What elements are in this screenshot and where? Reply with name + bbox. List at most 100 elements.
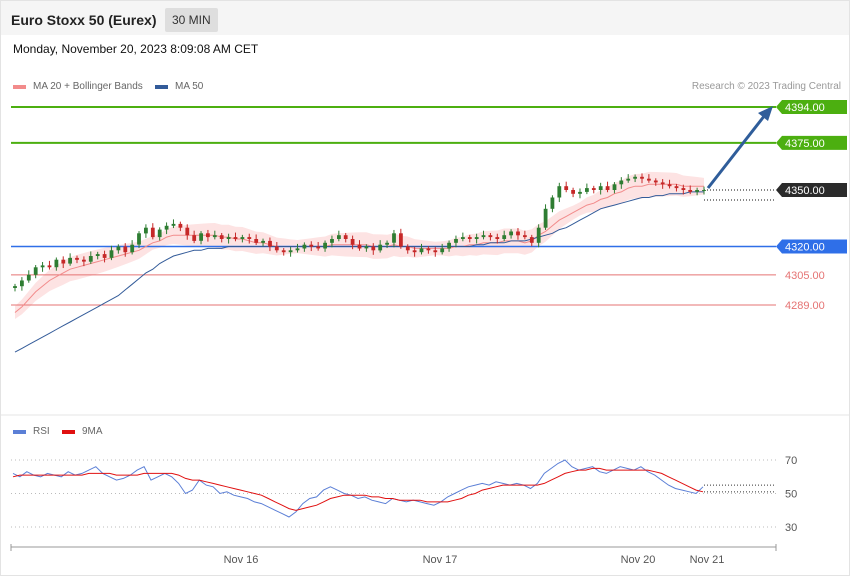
legend-9ma: 9MA (62, 426, 103, 437)
candle-body (495, 237, 500, 239)
candle-body (274, 246, 279, 251)
candle-body (109, 250, 114, 258)
candle-body (578, 191, 582, 194)
legend-swatch (62, 429, 75, 434)
candle-body (68, 257, 72, 264)
legend-ma20: MA 20 + Bollinger Bands (13, 81, 143, 92)
legend-swatch (155, 84, 168, 89)
candle-body (95, 254, 100, 256)
candle-body (461, 237, 465, 239)
timeframe-button[interactable]: 30 MIN (165, 8, 218, 32)
candle-body (281, 250, 286, 253)
legend-ma50: MA 50 (155, 81, 203, 92)
candle-body (467, 237, 472, 239)
candle-body (536, 227, 541, 243)
candle-body (240, 237, 245, 239)
legend-swatch (13, 429, 26, 434)
candle-body (653, 180, 658, 183)
candle-body (150, 227, 155, 238)
candle-body (626, 178, 631, 181)
candle-body (633, 176, 637, 179)
candle-body (674, 186, 679, 189)
candle-body (392, 233, 396, 243)
candle-body (206, 233, 210, 238)
candle-body (371, 246, 376, 251)
x-tick-label: Nov 16 (224, 554, 259, 566)
candle-body (212, 235, 217, 238)
candle-body (309, 244, 314, 247)
level-label: 4320.00 (785, 242, 825, 254)
candle-body (619, 180, 624, 185)
candle-body (447, 242, 451, 249)
candle-body (640, 176, 644, 179)
legend-swatch (13, 84, 26, 89)
level-tag (776, 100, 847, 114)
candle-body (695, 190, 699, 192)
candle-body (488, 235, 493, 238)
x-tick-label: Nov 20 (621, 554, 656, 566)
candle-body (295, 248, 300, 251)
rsi-tick-label: 30 (785, 522, 797, 534)
candle-body (185, 227, 190, 236)
ma50-line (14, 191, 704, 353)
candle-body (571, 190, 575, 194)
candle-body (157, 229, 162, 238)
rsi-9ma-line (12, 467, 704, 511)
candle-body (688, 190, 693, 192)
candle-body (40, 265, 45, 268)
x-tick-label: Nov 21 (690, 554, 725, 566)
level-label: 4350.00 (785, 185, 825, 197)
instrument-title: Euro Stoxx 50 (Eurex) (11, 12, 157, 28)
candle-body (219, 235, 224, 239)
legend-label: MA 50 (175, 81, 204, 92)
candle-body (164, 225, 169, 230)
candle-body (605, 186, 610, 190)
candle-body (412, 250, 417, 253)
projection-arrow (706, 114, 767, 189)
candle-body (660, 182, 665, 185)
candle-body (543, 208, 548, 228)
candle-body (144, 227, 148, 234)
candle-body (88, 256, 93, 262)
level-tag (776, 135, 847, 150)
candle-body (474, 237, 479, 239)
timestamp: Monday, November 20, 2023 8:09:08 AM CET (13, 42, 259, 56)
candle-body (330, 239, 334, 243)
candle-body (350, 239, 355, 245)
candle-body (681, 188, 686, 190)
candle-body (268, 240, 272, 247)
candle-body (667, 184, 672, 187)
candle-body (378, 244, 383, 251)
candle-body (233, 237, 238, 239)
candle-body (337, 235, 341, 239)
candle-body (13, 286, 17, 288)
legend-label: 9MA (82, 426, 103, 437)
candle-body (316, 246, 321, 249)
chart-header: Euro Stoxx 50 (Eurex) 30 MIN (1, 1, 849, 35)
candle-body (509, 231, 513, 236)
rsi-line (12, 459, 704, 518)
candle-body (199, 233, 203, 241)
level-label: 4289.00 (785, 300, 825, 312)
candle-body (137, 233, 141, 245)
candle-body (343, 235, 348, 239)
candle-body (529, 237, 534, 243)
candle-body (33, 267, 38, 275)
candle-body (261, 240, 265, 243)
legend-rsi: RSI (13, 426, 50, 437)
x-tick-label: Nov 17 (423, 554, 458, 566)
candle-body (419, 248, 424, 253)
candle-body (254, 239, 259, 243)
level-label: 4305.00 (785, 270, 825, 282)
credit-text: Research © 2023 Trading Central (691, 81, 841, 92)
candle-body (364, 246, 369, 249)
candle-body (702, 190, 706, 191)
candle-body (47, 265, 52, 268)
candle-body (557, 186, 562, 198)
candle-body (82, 259, 86, 262)
candle-body (123, 246, 128, 253)
candle-body (20, 280, 24, 287)
candle-body (612, 184, 617, 190)
candle-body (585, 188, 589, 192)
candle-body (564, 186, 569, 190)
